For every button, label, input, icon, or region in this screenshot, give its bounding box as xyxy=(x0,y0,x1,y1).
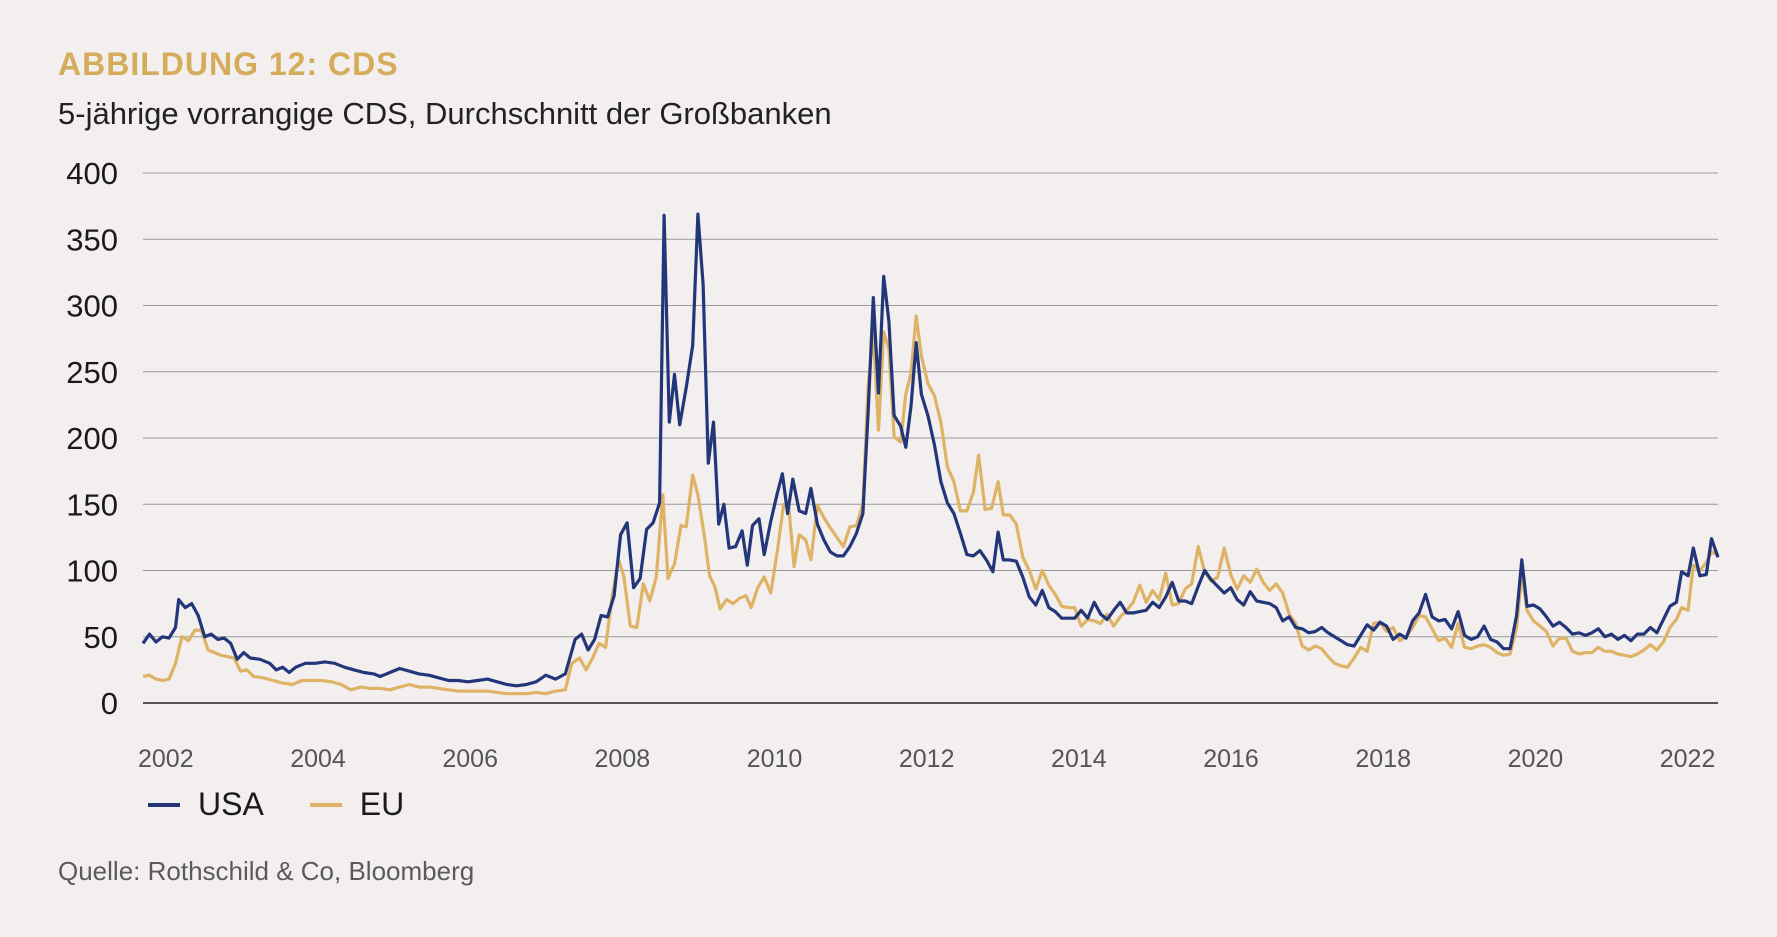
y-tick-label: 200 xyxy=(66,421,118,456)
legend-label-eu: EU xyxy=(359,786,405,822)
chart-title: ABBILDUNG 12: CDS xyxy=(58,46,399,82)
legend: USA EU xyxy=(148,786,404,823)
y-tick-label: 0 xyxy=(101,686,118,721)
x-tick-label: 2020 xyxy=(1508,745,1564,773)
source-note: Quelle: Rothschild & Co, Bloomberg xyxy=(58,856,475,886)
x-tick-label: 2016 xyxy=(1203,745,1259,773)
y-tick-label: 250 xyxy=(66,355,118,390)
legend-swatch-eu xyxy=(309,802,342,807)
x-tick-label: 2004 xyxy=(290,745,346,773)
legend-swatch-usa xyxy=(148,802,180,807)
grid-lines xyxy=(143,172,1718,704)
y-tick-label: 100 xyxy=(66,554,118,589)
x-tick-label: 2008 xyxy=(595,745,651,773)
chart-subtitle: 5-jährige vorrangige CDS, Durchschnitt d… xyxy=(58,96,832,131)
y-tick-label: 400 xyxy=(66,156,118,191)
legend-item-usa[interactable]: USA xyxy=(148,786,264,823)
y-tick-label: 300 xyxy=(66,289,118,324)
x-tick-label: 2006 xyxy=(442,745,498,773)
y-tick-label: 50 xyxy=(84,620,118,655)
x-tick-label: 2018 xyxy=(1355,745,1411,773)
x-tick-label: 2012 xyxy=(899,745,955,773)
series-line-usa xyxy=(141,212,1720,688)
x-tick-label: 2022 xyxy=(1660,745,1716,773)
y-axis-ticks: 0 50 100 150 200 250 300 350 400 xyxy=(66,156,118,721)
x-tick-label: 2010 xyxy=(747,745,803,773)
x-tick-label: 2014 xyxy=(1051,745,1107,773)
y-tick-label: 350 xyxy=(66,222,118,257)
legend-item-eu[interactable]: EU xyxy=(309,786,405,823)
x-tick-label: 2002 xyxy=(138,745,194,773)
x-axis-ticks: 2002 2004 2006 2008 2010 2012 2014 2016 2018 2020… xyxy=(138,745,1715,773)
series-lines xyxy=(141,212,1720,696)
series-line-eu xyxy=(142,314,1719,696)
legend-label-usa: USA xyxy=(198,786,264,822)
y-tick-label: 150 xyxy=(66,487,118,522)
